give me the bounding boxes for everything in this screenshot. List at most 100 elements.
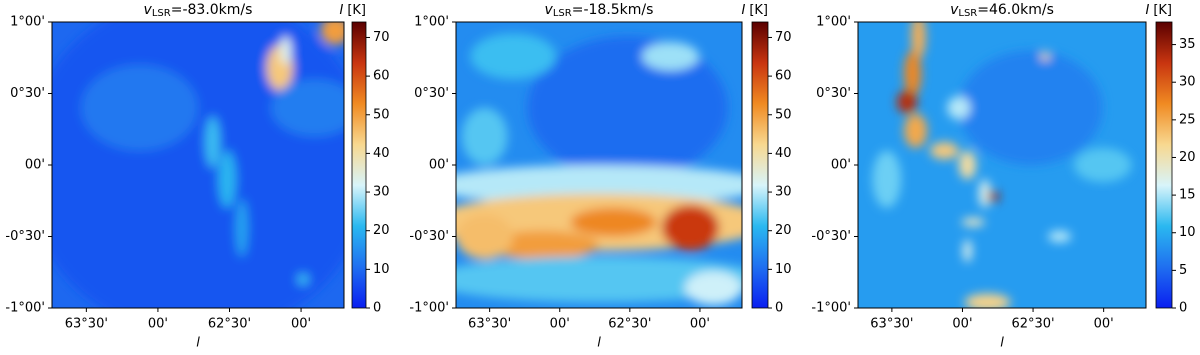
- emission-feature: [456, 213, 514, 260]
- emission-feature: [684, 270, 742, 306]
- title-symbol: v: [545, 2, 554, 18]
- x-axis-label: l: [196, 336, 200, 351]
- colorbar-tick-label: 40: [775, 146, 792, 161]
- colorbar: [751, 21, 769, 309]
- title-text: =-83.0km/s: [171, 2, 253, 18]
- emission-feature: [52, 22, 344, 308]
- colorbar-symbol: I: [339, 3, 343, 18]
- emission-feature: [456, 256, 742, 303]
- colorbar-tick-label: 5: [1179, 263, 1187, 278]
- title-subscript: LSR: [553, 8, 572, 19]
- map-image: [456, 22, 742, 308]
- y-tick-label: 0°30': [816, 86, 851, 101]
- emission-feature: [527, 36, 728, 180]
- colorbar-symbol: I: [741, 3, 745, 18]
- emission-feature: [456, 165, 742, 206]
- colorbar-tick-label: 0: [373, 301, 381, 316]
- colorbar-tick-label: 30: [1179, 75, 1196, 90]
- y-tick-label: 1°00': [10, 15, 45, 30]
- panel-title: vLSR=-83.0km/s: [144, 2, 253, 19]
- x-axis-label: l: [1000, 336, 1004, 351]
- x-tick-label: 00': [690, 317, 710, 332]
- colorbar-tick-label: 70: [775, 30, 792, 45]
- map-image: [52, 22, 344, 308]
- colorbar-tick-label: 10: [775, 262, 792, 277]
- map-features: [872, 22, 1132, 308]
- colorbar-label: I [K]: [339, 3, 366, 18]
- colorbar-tick-label: 20: [373, 223, 390, 238]
- x-tick-label: 00': [1094, 317, 1114, 332]
- emission-feature: [963, 239, 972, 263]
- colorbar-label: I [K]: [1145, 3, 1172, 18]
- emission-feature: [81, 64, 198, 151]
- emission-feature: [205, 116, 220, 168]
- y-tick-label: 00': [831, 158, 851, 173]
- y-tick-label: -0°30': [811, 229, 851, 244]
- x-tick-label: 00': [952, 317, 972, 332]
- colorbar-tick-label: 25: [1179, 112, 1196, 127]
- emission-feature: [218, 150, 236, 208]
- emission-feature: [235, 199, 248, 257]
- y-tick-label: 00': [429, 158, 449, 173]
- emission-feature: [484, 230, 599, 260]
- x-tick-label: 63°30': [468, 317, 511, 332]
- emission-feature: [271, 79, 344, 137]
- emission-feature: [987, 190, 1000, 203]
- emission-feature: [978, 179, 991, 208]
- x-tick-label: 62°30': [208, 317, 251, 332]
- y-tick-label: -1°00': [5, 301, 45, 316]
- x-tick-label: 00': [291, 317, 311, 332]
- emission-feature: [958, 50, 1103, 165]
- emission-feature: [641, 42, 700, 71]
- map-features: [52, 22, 344, 308]
- colorbar-tick-label: 10: [1179, 225, 1196, 240]
- colorbar-unit: [K]: [1153, 3, 1172, 18]
- panel-title: vLSR=46.0km/s: [950, 2, 1054, 19]
- x-tick-label: 63°30': [870, 317, 913, 332]
- colorbar-tick-label: 35: [1179, 37, 1196, 52]
- emission-feature: [320, 22, 344, 45]
- emission-feature: [911, 22, 926, 60]
- colorbar-tick-label: 0: [1179, 301, 1187, 316]
- title-symbol: v: [950, 2, 959, 18]
- colorbar-tick-label: 30: [775, 185, 792, 200]
- colorbar: [351, 21, 367, 309]
- x-tick-label: 00': [148, 317, 168, 332]
- emission-feature: [961, 217, 985, 227]
- emission-feature: [872, 150, 902, 208]
- emission-feature: [964, 293, 1011, 308]
- x-tick-label: 63°30': [65, 317, 108, 332]
- emission-feature: [279, 36, 292, 65]
- colorbar-tick-label: 60: [373, 69, 390, 84]
- x-tick-label: 62°30': [1011, 317, 1054, 332]
- title-subscript: LSR: [152, 8, 171, 19]
- title-text: =46.0km/s: [977, 2, 1054, 18]
- y-tick-label: -0°30': [409, 229, 449, 244]
- title-subscript: LSR: [958, 8, 977, 19]
- title-symbol: v: [144, 2, 153, 18]
- emission-feature: [904, 50, 922, 97]
- x-tick-label: 00': [550, 317, 570, 332]
- panel-title: vLSR=-18.5km/s: [545, 2, 654, 19]
- colorbar-tick-label: 0: [775, 301, 783, 316]
- y-tick-label: 1°00': [414, 15, 449, 30]
- colorbar-tick-label: 60: [775, 69, 792, 84]
- y-tick-label: -1°00': [409, 301, 449, 316]
- x-axis-label: l: [597, 336, 601, 351]
- y-tick-label: 00': [25, 158, 45, 173]
- colorbar-tick-label: 20: [775, 223, 792, 238]
- colorbar-tick-label: 30: [373, 185, 390, 200]
- emission-feature: [947, 96, 971, 120]
- colorbar-tick-label: 50: [775, 107, 792, 122]
- emission-feature: [461, 107, 508, 165]
- colorbar-symbol: I: [1145, 3, 1149, 18]
- map-features: [456, 33, 742, 306]
- emission-feature: [896, 90, 918, 114]
- y-tick-label: -0°30': [5, 229, 45, 244]
- y-tick-label: 0°30': [414, 86, 449, 101]
- emission-feature: [904, 113, 928, 148]
- emission-feature: [958, 150, 977, 180]
- colorbar-label: I [K]: [741, 3, 768, 18]
- colorbar-tick-label: 50: [373, 107, 390, 122]
